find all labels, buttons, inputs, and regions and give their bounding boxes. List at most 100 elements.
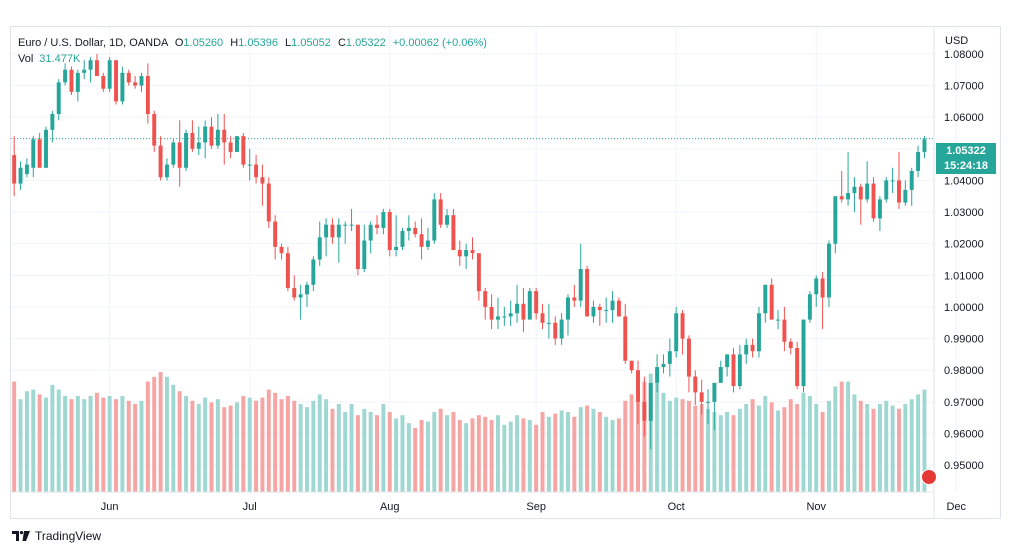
volume-bar	[63, 396, 68, 492]
volume-bar	[324, 399, 329, 492]
volume-bar	[750, 399, 755, 492]
candle-body	[37, 139, 42, 168]
volume-bar	[406, 423, 411, 492]
candle-body	[31, 139, 36, 168]
volume-bar	[623, 400, 628, 492]
volume-bar	[642, 381, 647, 492]
time-axis[interactable]: Jun Jul Aug Sep Oct Nov Dec	[11, 491, 967, 513]
candle-body	[349, 224, 354, 226]
volume-bar	[495, 415, 500, 492]
volume-bar	[756, 405, 761, 492]
volume-bar	[75, 396, 80, 492]
volume-bar	[616, 418, 621, 492]
candle-body	[706, 401, 710, 403]
candle-body	[381, 212, 386, 228]
candle-body	[788, 341, 793, 349]
candle-body	[534, 291, 539, 314]
candle-body	[82, 69, 87, 73]
symbol-title[interactable]: Euro / U.S. Dollar, 1D, OANDA	[18, 37, 168, 49]
volume-bar	[368, 412, 373, 492]
volume-bar	[865, 404, 870, 492]
price-tick-label: 1.07000	[944, 81, 984, 93]
volume-bar	[279, 399, 284, 492]
volume-bar	[852, 394, 857, 492]
candle-body	[56, 82, 61, 114]
volume-bar	[177, 391, 182, 492]
candle-body	[903, 189, 908, 203]
candle-body	[445, 215, 450, 225]
volume-bar	[88, 396, 93, 492]
volume-bar	[502, 424, 507, 492]
candle-body	[890, 180, 895, 182]
volume-bar	[578, 407, 583, 492]
volume-bar	[655, 383, 660, 492]
volume-bar	[375, 415, 379, 492]
volume-bar	[572, 416, 577, 492]
footer-brand[interactable]: TradingView	[12, 529, 101, 543]
volume-bar	[661, 392, 666, 492]
candle-body	[833, 196, 838, 244]
volume-bar	[725, 412, 730, 492]
candle-body	[916, 151, 921, 171]
volume-bar	[489, 420, 494, 492]
volume-bar	[445, 415, 450, 492]
candle-body	[597, 306, 602, 311]
candle-body	[667, 351, 672, 364]
high-label: H	[230, 37, 239, 49]
eu-flag-icon[interactable]	[921, 469, 937, 485]
chart-legend: Euro / U.S. Dollar, 1D, OANDA O1.05260 H…	[18, 35, 487, 51]
volume-bar	[712, 412, 717, 492]
volume-bar	[50, 384, 55, 492]
candle-body	[521, 303, 526, 320]
bar-countdown: 15:24:18	[943, 160, 989, 172]
time-tick-label: Aug	[380, 501, 400, 513]
candle-body	[642, 401, 647, 421]
price-tick-label: 1.03000	[944, 207, 984, 219]
volume-bar	[833, 386, 838, 492]
volume-bar	[215, 399, 220, 492]
volume-bar	[31, 389, 36, 492]
high-value: 1.05396	[238, 37, 278, 49]
candle-body	[63, 69, 68, 83]
last-price-value: 1.05322	[946, 145, 986, 157]
volume-bar	[56, 389, 61, 492]
volume-bar	[795, 404, 800, 492]
volume-bar	[196, 404, 201, 492]
candle-body	[171, 142, 176, 165]
volume-bar	[343, 412, 348, 492]
currency-label[interactable]: USD	[945, 35, 969, 47]
candle-body	[502, 316, 507, 318]
candle-body	[292, 287, 297, 298]
volume-bar	[164, 376, 169, 492]
volume-bar	[432, 412, 437, 492]
candle-body	[228, 142, 233, 152]
candle-body	[114, 60, 119, 102]
volume-bar	[317, 394, 322, 492]
tradingview-logo-icon	[12, 531, 30, 541]
candle-body	[801, 319, 806, 387]
price-axis[interactable]: 1.080001.070001.060001.050001.040001.030…	[933, 27, 984, 519]
candle-body	[763, 284, 768, 314]
candle-body	[184, 132, 189, 168]
candle-body	[196, 142, 201, 149]
candle-body	[368, 224, 373, 241]
volume-label[interactable]: Vol	[18, 53, 34, 65]
candle-body	[158, 145, 163, 178]
price-tick-label: 1.00000	[944, 302, 984, 314]
candle-body	[629, 360, 634, 371]
price-tick-label: 1.06000	[944, 112, 984, 124]
volume-bar	[553, 413, 558, 492]
candle-body	[604, 310, 609, 312]
price-tick-label: 0.99000	[944, 334, 984, 346]
candle-body	[215, 129, 220, 146]
low-label: L	[285, 37, 292, 49]
candle-body	[279, 246, 284, 254]
candle-body	[807, 294, 812, 320]
volume-legend: Vol 31.477K	[18, 51, 80, 67]
candle-body	[718, 367, 723, 383]
candle-body	[725, 354, 730, 368]
volume-bar	[44, 397, 48, 492]
candle-body	[317, 237, 322, 260]
volume-bar	[470, 418, 475, 492]
